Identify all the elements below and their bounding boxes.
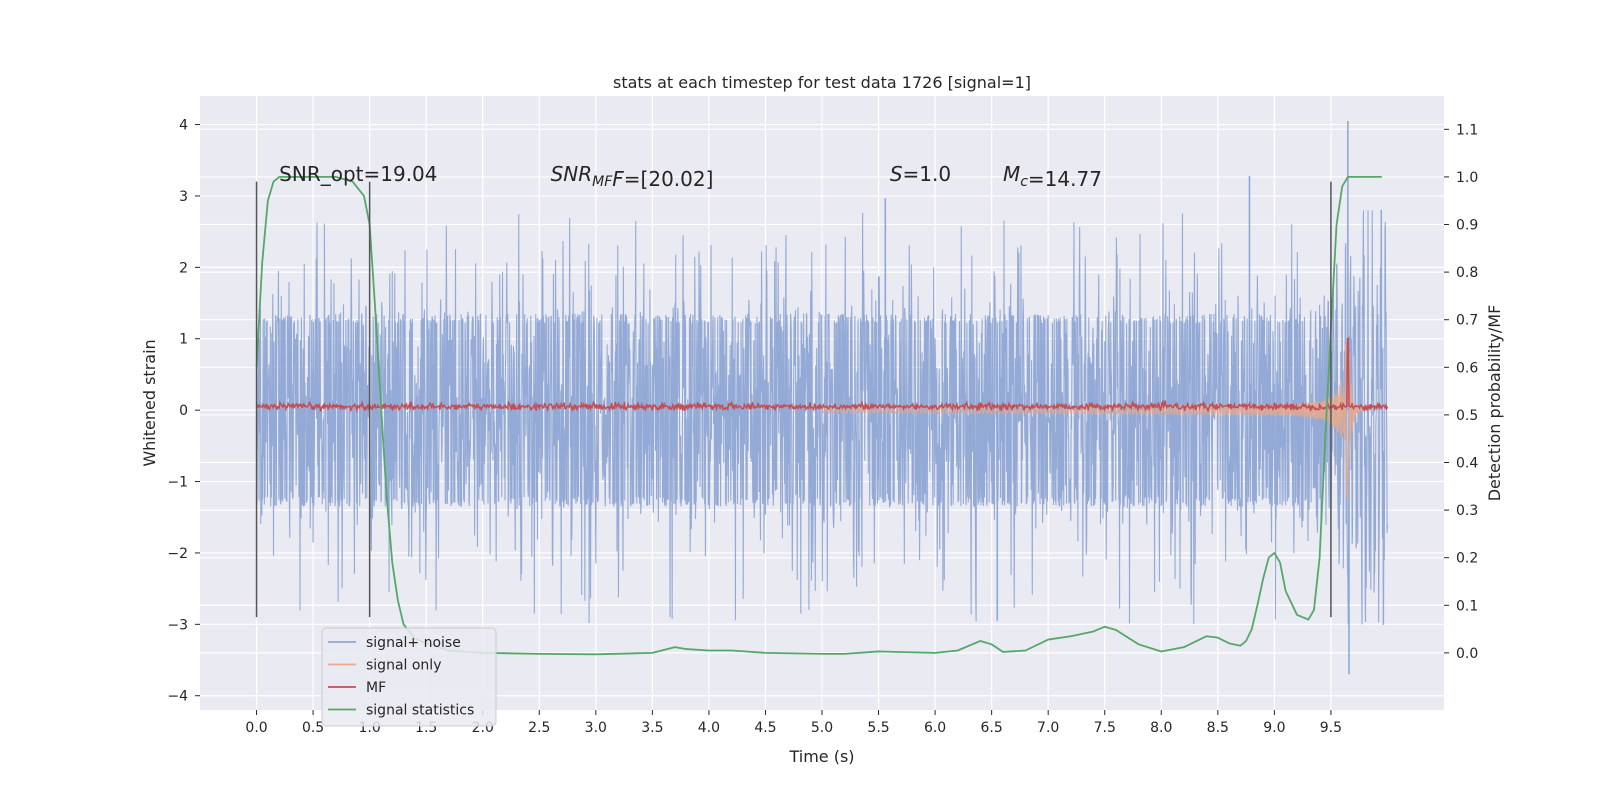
y2-tick-label: 0.4 bbox=[1456, 455, 1478, 471]
x-axis-label: Time (s) bbox=[788, 747, 854, 766]
legend-label: signal statistics bbox=[366, 703, 474, 719]
annotations: SNR_opt=19.04 SNRMFF=[20.02] S=1.0 Mc=14.77 bbox=[279, 162, 1102, 191]
legend-box bbox=[321, 627, 497, 727]
legend-label: signal+ noise bbox=[366, 635, 461, 651]
axes: 0.0 0.5 1.0 1.5 2.0 2.5 3.0 3.5 4.0 4.5 5.0 5.5 6.0 6… bbox=[167, 118, 1478, 736]
y-tick-label: −1 bbox=[167, 475, 188, 491]
x-tick-label: 5.0 bbox=[811, 720, 833, 736]
annotation-part: S bbox=[890, 162, 903, 186]
x-tick-label: 8.0 bbox=[1150, 720, 1172, 736]
vertical-markers bbox=[255, 181, 1332, 618]
x-tick-label: 5.5 bbox=[867, 720, 889, 736]
stat-annotation: SNR_opt=19.04 bbox=[279, 162, 437, 186]
y2-tick-label: 0.8 bbox=[1456, 265, 1478, 281]
y2-tick-label: 0.6 bbox=[1456, 360, 1478, 376]
x-tick-label: 3.0 bbox=[585, 720, 607, 736]
series-signal-statistics bbox=[255, 176, 1382, 656]
x-tick-label: 0.5 bbox=[302, 720, 324, 736]
y2-axis-label: Detection probability/MF bbox=[1485, 305, 1504, 502]
stat-annotation: S=1.0 bbox=[890, 162, 951, 186]
y-axis-label: Whitened strain bbox=[140, 339, 159, 466]
stat-annotation: SNRMFF=[20.02] bbox=[551, 162, 714, 191]
y2-tick-label: 0.3 bbox=[1456, 503, 1478, 519]
y-tick-label: 3 bbox=[179, 189, 188, 205]
x-tick-label: 7.5 bbox=[1094, 720, 1116, 736]
y2-tick-label: 1.1 bbox=[1456, 122, 1478, 138]
y-tick-label: 0 bbox=[179, 403, 188, 419]
x-tick-label: 6.5 bbox=[981, 720, 1003, 736]
x-tick-label: 9.0 bbox=[1263, 720, 1285, 736]
y2-tick-label: 0.9 bbox=[1456, 218, 1478, 234]
series-signal-noise bbox=[255, 209, 1388, 625]
x-tick-label: 8.5 bbox=[1207, 720, 1229, 736]
x-tick-label: 4.5 bbox=[754, 720, 776, 736]
legend-label: signal only bbox=[366, 658, 441, 674]
series-layer bbox=[255, 120, 1389, 675]
legend: signal+ noise signal only MF signal statist… bbox=[321, 627, 497, 727]
annotation-part: =14.77 bbox=[1028, 167, 1102, 191]
annotation-part: =1.0 bbox=[903, 162, 952, 186]
x-tick-label: 9.5 bbox=[1320, 720, 1342, 736]
annotation-part: F bbox=[612, 167, 624, 191]
legend-label: MF bbox=[366, 680, 386, 696]
annotation-part: MF bbox=[592, 174, 613, 190]
y2-tick-label: 0.2 bbox=[1456, 551, 1478, 567]
series-mf bbox=[255, 337, 1389, 414]
y2-tick-label: 0.7 bbox=[1456, 313, 1478, 329]
chart-title: stats at each timestep for test data 172… bbox=[613, 73, 1031, 92]
x-tick-label: 6.0 bbox=[924, 720, 946, 736]
y-tick-label: −4 bbox=[167, 689, 188, 705]
x-tick-label: 0.0 bbox=[245, 720, 267, 736]
annotation-part: SNR_opt=19.04 bbox=[279, 162, 437, 186]
annotation-part: =[20.02] bbox=[624, 167, 714, 191]
y-tick-label: −3 bbox=[167, 617, 188, 633]
y-tick-label: 4 bbox=[179, 118, 188, 134]
x-tick-label: 7.0 bbox=[1037, 720, 1059, 736]
y2-tick-label: 0.1 bbox=[1456, 598, 1478, 614]
x-tick-label: 3.5 bbox=[641, 720, 663, 736]
annotation-part: SNR bbox=[551, 162, 593, 186]
y2-tick-label: 0.0 bbox=[1456, 646, 1478, 662]
y2-tick-label: 1.0 bbox=[1456, 170, 1478, 186]
stat-annotation: Mc=14.77 bbox=[1003, 162, 1102, 191]
annotation-part: c bbox=[1020, 174, 1028, 190]
x-tick-label: 2.5 bbox=[528, 720, 550, 736]
y2-tick-label: 0.5 bbox=[1456, 408, 1478, 424]
x-tick-label: 4.0 bbox=[698, 720, 720, 736]
annotation-part: M bbox=[1003, 162, 1020, 186]
y-tick-label: −2 bbox=[167, 546, 188, 562]
y-tick-label: 2 bbox=[179, 260, 188, 276]
y-tick-label: 1 bbox=[179, 332, 188, 348]
